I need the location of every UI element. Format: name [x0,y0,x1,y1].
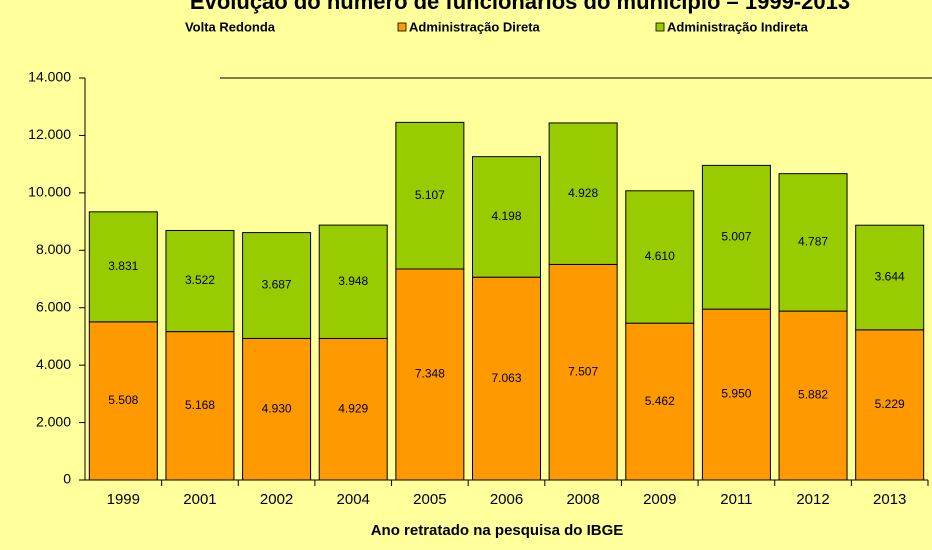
y-tick-label: 0 [63,471,71,487]
chart-title: Evolução do número de funcionários do mu… [190,0,850,14]
y-tick-label: 14.000 [28,69,71,85]
x-tick-label: 2009 [643,491,676,508]
data-label: 5.107 [415,188,445,202]
y-tick-label: 2.000 [36,413,71,429]
legend-label: Administração Direta [409,19,541,34]
bar-segment [472,156,541,278]
data-label: 7.063 [491,371,521,385]
x-tick-label: 2004 [337,491,370,508]
data-label: 4.928 [568,186,598,200]
legend-title: Volta Redonda [185,19,276,34]
data-label: 4.610 [645,249,675,263]
bar-segment [625,190,695,324]
data-label: 7.348 [415,367,445,381]
data-label: 5.007 [721,229,751,243]
bar-segment [165,229,235,333]
data-label: 4.930 [262,401,292,415]
data-label: 3.948 [338,274,368,288]
x-tick-label: 2005 [413,491,446,508]
y-tick-label: 12.000 [28,126,71,142]
data-label: 5.508 [108,393,138,407]
bar-segment [548,263,618,481]
x-tick-label: 2002 [260,491,293,508]
data-label: 5.462 [645,394,675,408]
data-label: 5.950 [721,387,751,401]
x-tick-label: 2001 [183,491,216,508]
data-label: 3.644 [875,270,905,284]
y-tick-label: 4.000 [36,356,71,372]
data-label: 4.787 [798,235,828,249]
bar-segment [701,164,771,310]
bar-segment [472,276,541,481]
bar-segment [395,268,465,481]
data-label: 5.882 [798,388,828,402]
bar-segment [701,308,771,481]
bar-segment [165,331,235,481]
bar-segment [625,322,695,481]
legend-swatch [655,22,665,32]
data-label: 3.831 [108,259,138,273]
bar-segment [855,224,925,331]
data-label: 4.198 [491,209,521,223]
x-tick-label: 2006 [490,491,523,508]
bar-segment [778,173,848,312]
bar-segment [395,121,465,270]
data-label: 7.507 [568,364,598,378]
y-tick-label: 6.000 [36,298,71,314]
bar-segment [242,232,312,339]
legend-swatch [397,22,407,32]
x-axis-label: Ano retratado na pesquisa do IBGE [371,522,624,539]
bar-segment [548,122,618,265]
bar-segment [318,337,388,481]
data-label: 3.687 [262,278,292,292]
x-tick-label: 2011 [720,491,752,508]
x-tick-label: 2008 [566,491,599,508]
bar-segment [778,310,848,481]
bar-segment [855,329,925,481]
x-tick-label: 1999 [107,491,140,508]
data-label: 5.229 [875,397,905,411]
data-label: 4.929 [338,401,368,415]
bar-segment [88,211,158,323]
x-tick-label: 2012 [796,491,829,508]
x-tick-label: 2013 [873,491,906,508]
data-label: 3.522 [185,273,215,287]
legend-label: Administração Indireta [667,19,809,34]
y-tick-label: 10.000 [28,184,71,200]
y-tick-label: 8.000 [36,241,71,257]
bar-segment [318,224,388,339]
data-label: 5.168 [185,398,215,412]
